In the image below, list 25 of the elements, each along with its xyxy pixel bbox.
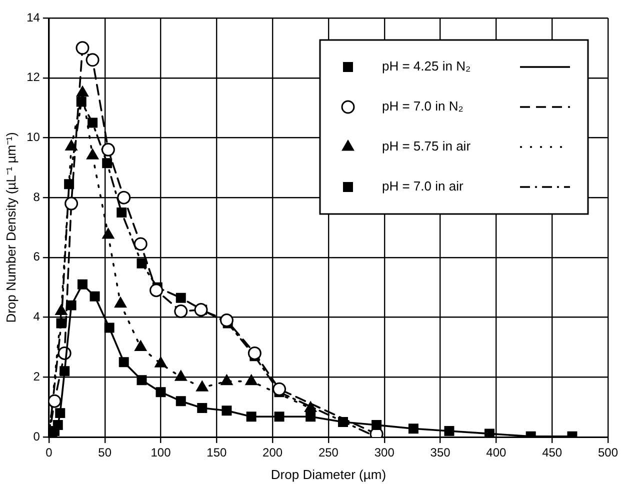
y-tick-label: 14: [26, 10, 40, 24]
y-tick-label: 0: [33, 429, 40, 444]
y-tick-label: 4: [33, 310, 40, 324]
y-tick-label: 12: [26, 70, 40, 84]
x-tick-label: 100: [150, 446, 172, 460]
x-tick-label: 250: [318, 446, 339, 460]
x-tick-label: 300: [374, 446, 395, 460]
x-tick-label: 0: [46, 446, 53, 460]
y-tick-label: 10: [26, 130, 40, 144]
x-tick-label: 450: [542, 446, 562, 460]
y-tick-label: 2: [33, 369, 40, 384]
y-tick-label: 8: [33, 190, 40, 204]
y-axis-title: Drop Number Density (µL⁻¹ µm⁻¹): [3, 132, 18, 323]
x-tick-label: 350: [430, 446, 451, 460]
y-tick-label: 6: [33, 250, 40, 264]
legend-label: pH = 7.0 in N₂: [382, 98, 464, 114]
x-tick-label: 200: [262, 446, 283, 460]
legend-label: pH = 7.0 in air: [382, 178, 464, 194]
x-tick-label: 50: [98, 446, 112, 460]
x-tick-label: 400: [486, 446, 507, 460]
x-tick-label: 150: [206, 446, 227, 460]
legend-label: pH = 5.75 in air: [382, 138, 472, 154]
x-axis-title: Drop Diameter (µm): [270, 466, 386, 482]
legend-label: pH = 4.25 in N₂: [382, 58, 471, 74]
x-tick-label: 500: [598, 446, 618, 460]
